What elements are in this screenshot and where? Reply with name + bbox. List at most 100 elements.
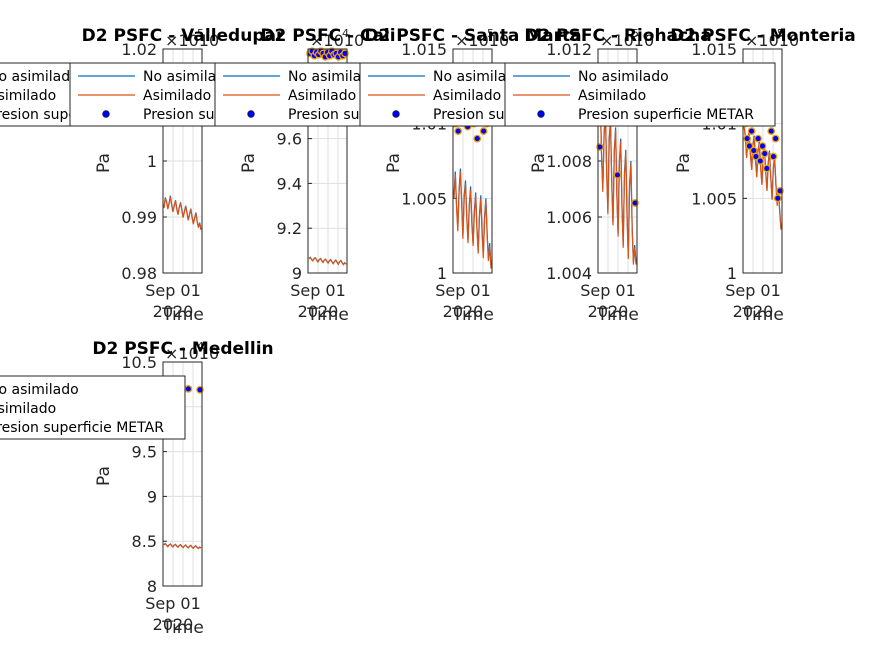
legend-entry: Asimilado [433, 88, 501, 104]
y-tick-label: 1.012 [546, 40, 592, 59]
metar-point [473, 134, 482, 143]
y-tick-label: 1.004 [546, 264, 592, 283]
y-tick-label: 0.98 [121, 264, 157, 283]
y-exponent-power: 5 [487, 27, 494, 40]
x-axis-label: Time [161, 618, 204, 638]
legend-entry: Presion superficie METAR [0, 420, 164, 436]
metar-point [613, 171, 622, 179]
legend-box [0, 375, 186, 440]
y-tick-label: 9.2 [277, 219, 302, 238]
legend-swatch-metar [247, 110, 255, 118]
metar-point [756, 157, 765, 165]
y-tick-label: 1 [727, 264, 737, 283]
x-tick-label: 2020 [153, 302, 194, 321]
metar-point [773, 194, 782, 203]
metar-point [184, 385, 193, 393]
legend-5: No asimilado Asimilado Presion superficie … [504, 62, 776, 127]
legend-swatch-metar [537, 110, 545, 118]
y-axis-label: Pa [674, 153, 694, 173]
legend-entry: Presion superficie METAR [578, 107, 754, 123]
metar-point [769, 152, 778, 161]
x-tick-label: Sep 01 [725, 281, 781, 300]
y-exponent-label: ×1010 [745, 31, 799, 50]
y-tick-label: 10.5 [121, 353, 157, 372]
subplot-title: D2 PSFC - Cali [260, 26, 395, 46]
subplot-title: D2 PSFC - Riohacha [524, 26, 711, 46]
metar-point [754, 134, 762, 143]
metar-point [743, 134, 752, 143]
y-tick-label: 9.6 [277, 130, 302, 149]
x-tick-label: Sep 01 [290, 281, 346, 300]
legend-entry: No asimilado [433, 69, 524, 85]
y-exponent-power: 5 [197, 27, 204, 40]
y-tick-label: 9.4 [277, 174, 302, 193]
legend-entry: No asimilado [288, 69, 379, 85]
metar-point [771, 134, 780, 143]
x-tick-label: 2020 [153, 615, 194, 634]
y-axis-label: Pa [94, 153, 114, 173]
series-line-asimilado [163, 542, 202, 550]
y-tick-label: 1 [147, 152, 157, 171]
axes-box [452, 48, 493, 274]
legend-swatch-metar [102, 110, 110, 118]
legend-entry: No asimilado [0, 382, 79, 398]
metar-point [479, 127, 488, 135]
y-tick-label: 8 [147, 577, 157, 596]
y-exponent-label: ×1010 [455, 31, 509, 50]
x-axis-label: Time [596, 305, 639, 325]
legend-entry: No asimilado [143, 69, 234, 85]
y-axis-label: Pa [384, 153, 404, 173]
x-tick-label: Sep 01 [580, 281, 636, 300]
x-axis-label: Time [451, 305, 494, 325]
y-tick-label: 9.5 [132, 443, 157, 462]
y-exponent-label: ×1010 [165, 31, 219, 50]
metar-point [747, 127, 756, 135]
metar-point [763, 164, 771, 173]
y-exponent-power: 4 [342, 27, 349, 40]
legend-entry: Asimilado [578, 88, 646, 104]
legend-entry: Asimilado [288, 88, 356, 104]
y-axis-label: Pa [239, 153, 259, 173]
series-line-asimilado [308, 256, 347, 266]
legend-entry: Asimilado [0, 401, 56, 417]
subplot-title: D2 PSFC - Valledupar [82, 26, 285, 46]
axes-box [597, 48, 638, 274]
series-line-asimilado [163, 196, 202, 231]
x-axis-label: Time [741, 305, 784, 325]
legend-entry: Asimilado [0, 88, 56, 104]
metar-point [767, 127, 776, 135]
y-tick-label: 9 [147, 487, 157, 506]
y-tick-label: 1.02 [121, 40, 157, 59]
y-tick-label: 0.99 [121, 208, 157, 227]
y-tick-label: 1.005 [691, 189, 737, 208]
x-tick-label: Sep 01 [435, 281, 491, 300]
legend-entry: No asimilado [578, 69, 669, 85]
y-exponent-power: 5 [632, 27, 639, 40]
subplot-title: D2 PSFC - Monteria [670, 26, 856, 46]
metar-point [758, 142, 767, 150]
y-tick-label: 8.5 [132, 532, 157, 551]
x-tick-label: Sep 01 [145, 281, 201, 300]
x-tick-label: Sep 01 [145, 594, 201, 613]
y-exponent-label: ×1010 [310, 31, 364, 50]
axes-box [162, 48, 203, 274]
x-tick-label: 2020 [443, 302, 484, 321]
y-tick-label: 1.006 [546, 208, 592, 227]
y-tick-label: 9 [292, 264, 302, 283]
x-tick-label: 2020 [298, 302, 339, 321]
y-exponent-label: ×1010 [165, 344, 219, 363]
metar-point [760, 149, 769, 158]
series-line-asimilado [453, 171, 492, 269]
legend-6: No asimilado Asimilado Presion superficie … [0, 375, 186, 440]
x-axis-label: Time [161, 305, 204, 325]
axes-box [307, 48, 348, 274]
y-axis-label: Pa [529, 153, 549, 173]
y-exponent-power: 5 [777, 27, 784, 40]
metar-point [745, 142, 754, 150]
axes-box [742, 48, 783, 274]
metar-point [454, 127, 463, 135]
x-tick-label: 2020 [588, 302, 629, 321]
y-tick-label: 1.005 [401, 189, 447, 208]
